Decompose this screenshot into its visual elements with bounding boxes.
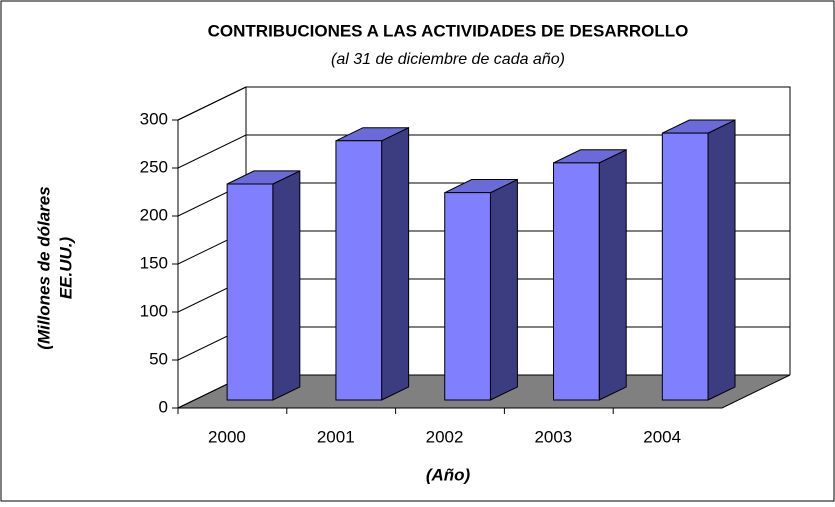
x-tick-label: 2004 (643, 427, 681, 446)
x-tick-label: 2000 (208, 427, 246, 446)
bar-front (335, 140, 383, 401)
y-tick-label: 50 (149, 349, 168, 368)
bar-side (489, 178, 518, 401)
bar (335, 126, 410, 401)
bar-front (444, 192, 491, 401)
bar (661, 119, 736, 401)
bar-side (381, 126, 410, 401)
grid-line (177, 86, 790, 121)
bar-front (226, 183, 274, 401)
y-tick-label: 300 (140, 109, 168, 128)
y-tick-label: 250 (140, 157, 168, 176)
y-tick-label: 0 (159, 397, 168, 416)
bar-side (707, 119, 736, 401)
chart-title: CONTRIBUCIONES A LAS ACTIVIDADES DE DESA… (208, 21, 689, 40)
x-axis-title: (Año) (426, 465, 471, 484)
y-axis-title-line: EE.UU.) (56, 236, 75, 299)
bar-front (553, 162, 600, 401)
y-tick-label: 200 (140, 205, 168, 224)
x-tick-label: 2002 (426, 427, 464, 446)
x-tick-label: 2001 (317, 427, 355, 446)
chart-subtitle: (al 31 de diciembre de cada año) (331, 51, 565, 68)
bar (226, 170, 301, 401)
y-tick-label: 150 (140, 253, 168, 272)
bar-side (598, 148, 627, 401)
bar (553, 148, 627, 401)
y-axis-title: (Millones de dólares EE.UU.) (34, 186, 75, 349)
bar (444, 178, 518, 401)
y-axis-title-line: (Millones de dólares (34, 186, 53, 349)
grid-line (177, 134, 790, 169)
x-tick-label: 2003 (534, 427, 572, 446)
bar-side (272, 170, 301, 401)
y-tick-label: 100 (140, 301, 168, 320)
bar-front (661, 132, 709, 401)
